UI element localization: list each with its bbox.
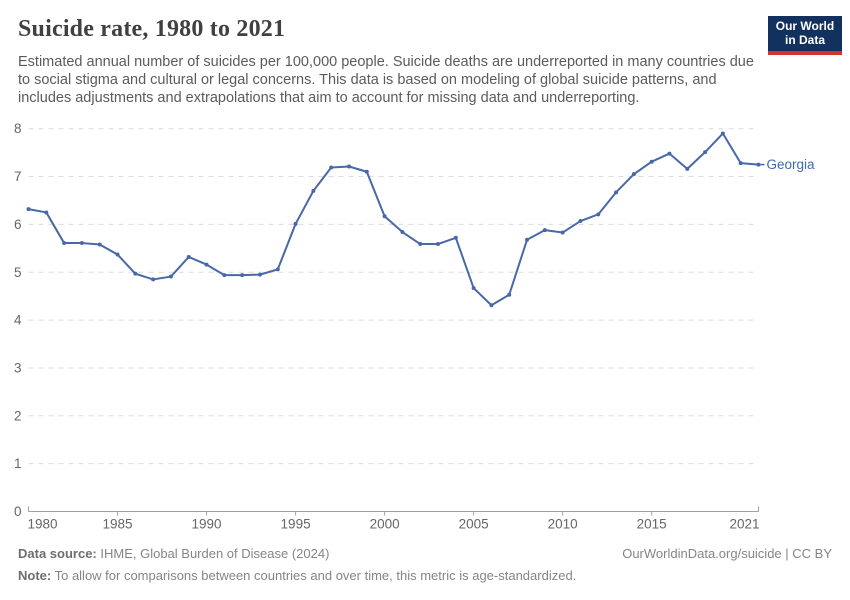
x-axis-tick-label: 2015: [637, 517, 667, 532]
data-point[interactable]: [79, 241, 84, 246]
data-point[interactable]: [97, 242, 102, 247]
y-axis-tick-label: 5: [14, 265, 22, 280]
owid-logo-line2: in Data: [784, 33, 825, 47]
data-point[interactable]: [400, 230, 405, 235]
owid-logo-line1: Our World: [775, 19, 835, 33]
data-point[interactable]: [418, 242, 423, 247]
note-line: Note: To allow for comparisons between c…: [18, 568, 576, 584]
x-axis-tick-label: 2010: [548, 517, 578, 532]
y-axis-tick-label: 3: [14, 360, 22, 375]
x-axis-tick-label: 1985: [103, 517, 133, 532]
x-axis-tick-label: 2005: [459, 517, 489, 532]
data-point[interactable]: [115, 252, 120, 257]
y-axis-tick-label: 0: [14, 504, 22, 519]
x-axis-tick-label: 2000: [370, 517, 400, 532]
data-point[interactable]: [667, 151, 672, 156]
data-point[interactable]: [151, 277, 156, 282]
series-label-georgia[interactable]: Georgia: [767, 157, 816, 172]
data-point[interactable]: [738, 161, 743, 166]
owid-logo: Our World in Data: [768, 16, 842, 55]
data-point[interactable]: [62, 241, 67, 246]
data-point[interactable]: [649, 159, 654, 164]
data-point[interactable]: [489, 303, 494, 308]
y-axis-tick-label: 1: [14, 456, 22, 471]
x-axis-tick-label: 1980: [28, 517, 58, 532]
data-point[interactable]: [525, 237, 530, 242]
data-point[interactable]: [222, 273, 227, 278]
data-point[interactable]: [631, 172, 636, 177]
data-point[interactable]: [311, 188, 316, 193]
data-point[interactable]: [240, 273, 245, 278]
y-axis-tick-label: 8: [14, 121, 22, 136]
chart-subtitle: Estimated annual number of suicides per …: [18, 54, 754, 106]
license-link[interactable]: OurWorldinData.org/suicide | CC BY: [622, 546, 832, 561]
data-point[interactable]: [596, 212, 601, 217]
chart-footer: Data source: IHME, Global Burden of Dise…: [18, 546, 832, 584]
y-axis-tick-label: 4: [14, 313, 22, 328]
data-point[interactable]: [542, 228, 547, 233]
y-axis-tick-label: 7: [14, 169, 22, 184]
data-point[interactable]: [685, 166, 690, 171]
data-point[interactable]: [703, 150, 708, 155]
note-label: Note:: [18, 568, 52, 583]
data-point[interactable]: [186, 254, 191, 259]
data-point[interactable]: [614, 190, 619, 195]
data-point[interactable]: [26, 207, 31, 212]
data-point[interactable]: [168, 274, 173, 279]
owid-logo-box: Our World in Data: [768, 16, 842, 51]
note-text: To allow for comparisons between countri…: [51, 568, 577, 583]
x-axis-tick-label: 1990: [192, 517, 222, 532]
data-source-label: Data source:: [18, 546, 97, 561]
data-point[interactable]: [436, 242, 441, 247]
data-point[interactable]: [275, 267, 280, 272]
data-point[interactable]: [471, 286, 476, 291]
data-point[interactable]: [382, 214, 387, 219]
data-point[interactable]: [453, 235, 458, 240]
data-point[interactable]: [578, 219, 583, 224]
data-point[interactable]: [204, 262, 209, 267]
data-point[interactable]: [720, 131, 725, 136]
y-axis-tick-label: 6: [14, 217, 22, 232]
data-point[interactable]: [133, 271, 138, 276]
data-point[interactable]: [329, 165, 334, 170]
data-point[interactable]: [44, 210, 49, 215]
data-source-text: IHME, Global Burden of Disease (2024): [96, 546, 330, 561]
data-point[interactable]: [560, 230, 565, 235]
data-point[interactable]: [756, 162, 761, 167]
page-title: Suicide rate, 1980 to 2021: [18, 16, 286, 42]
y-axis-tick-label: 2: [14, 408, 22, 423]
data-point[interactable]: [293, 221, 298, 226]
line-series-georgia[interactable]: [27, 132, 760, 307]
x-axis-tick-label: 1995: [281, 517, 311, 532]
data-point[interactable]: [346, 164, 351, 169]
owid-logo-red-strip: [768, 51, 842, 55]
data-point[interactable]: [257, 272, 262, 277]
data-source-line: Data source: IHME, Global Burden of Dise…: [18, 546, 329, 562]
data-point[interactable]: [507, 292, 512, 297]
x-axis-tick-label: 2021: [729, 517, 759, 532]
data-point[interactable]: [364, 169, 369, 174]
